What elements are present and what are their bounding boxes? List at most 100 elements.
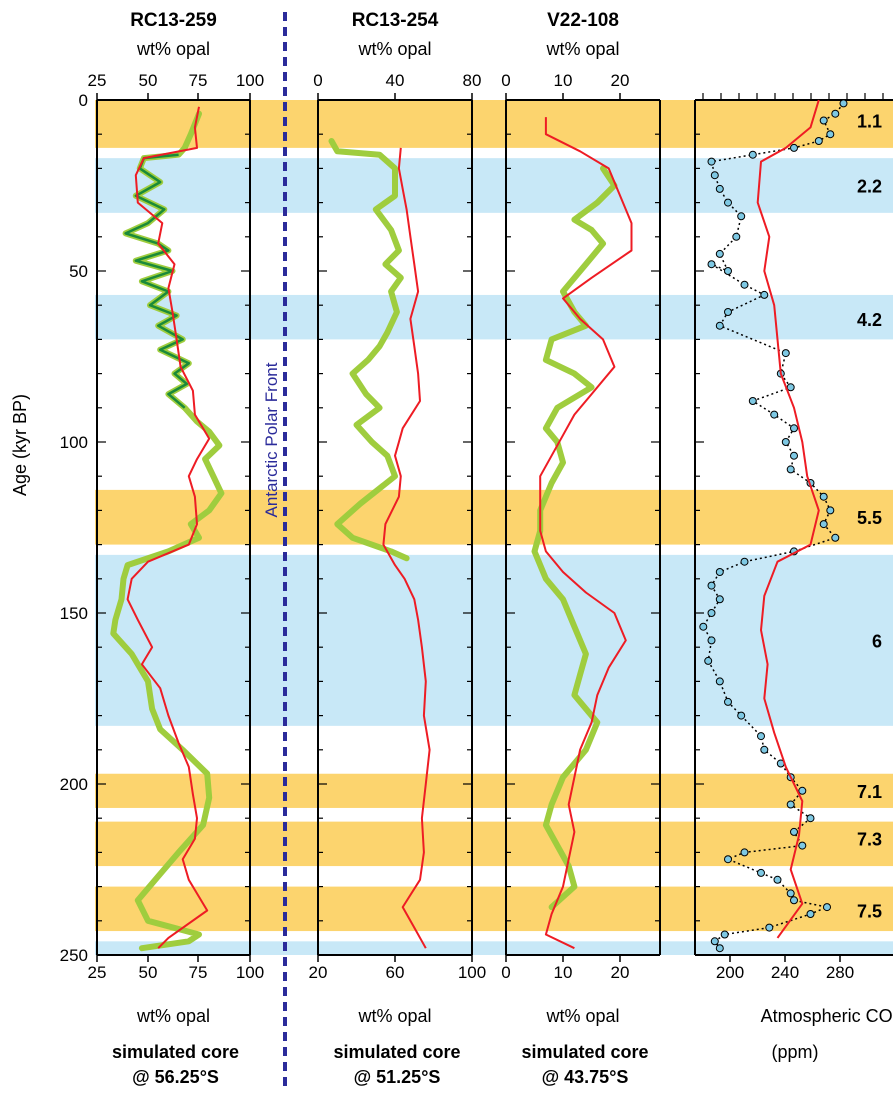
simulated-opal-line <box>382 147 431 949</box>
cold-stage-band <box>95 158 893 213</box>
co2-data-point <box>757 732 765 741</box>
co2-data-point <box>724 267 732 275</box>
co2-data-point <box>786 465 795 474</box>
warm-stage-band <box>95 489 893 545</box>
y-tick-label: 50 <box>69 262 88 281</box>
panel-4: 200 240 280 Atmospheric CO2 (ppm) 1.1 2.2 4.2 5.… <box>694 93 893 1062</box>
co2-data-point <box>760 290 769 299</box>
simulated-opal-line <box>539 117 633 950</box>
co2-data-point <box>831 109 840 118</box>
bottom-tick-label: 20 <box>611 963 630 982</box>
core-name: V22-108 <box>547 10 619 31</box>
co2-data-point <box>786 800 795 809</box>
co2-data-point <box>707 260 716 269</box>
co2-data-point <box>826 130 835 139</box>
co2-data-point <box>737 212 746 221</box>
co2-data-point <box>707 636 716 645</box>
co2-data-point <box>831 533 840 542</box>
co2-data-point <box>724 697 732 706</box>
co2-data-point <box>707 609 716 617</box>
cold-stage-band <box>95 941 893 955</box>
warm-stage-band <box>95 773 893 808</box>
bottom-axis-label: wt% opal <box>545 1006 619 1026</box>
top-axis-unit: wt% opal <box>545 39 619 59</box>
top-tick-label: 20 <box>611 71 630 90</box>
observed-opal-line <box>531 165 618 911</box>
co2-data-point <box>707 157 716 166</box>
footer-line-2: @ 43.75°S <box>542 1067 629 1087</box>
footer-line-1: simulated core <box>521 1042 648 1062</box>
co2-data-point <box>790 143 798 152</box>
co2-data-point <box>826 506 835 515</box>
stage-label: 6 <box>872 631 882 651</box>
footer-line-2: @ 56.25°S <box>132 1067 219 1087</box>
bottom-axis-unit: (ppm) <box>771 1042 818 1062</box>
bottom-axis-label: wt% opal <box>357 1006 431 1026</box>
co2-data-point <box>748 150 757 159</box>
co2-data-point <box>724 308 732 316</box>
co2-data-point <box>715 184 724 193</box>
stage-label: 1.1 <box>857 112 882 132</box>
y-tick-label: 0 <box>79 91 88 110</box>
co2-data-point <box>715 321 724 330</box>
co2-data-point <box>737 711 746 720</box>
bottom-tick-label: 240 <box>771 963 799 982</box>
top-tick-label: 0 <box>313 71 322 90</box>
co2-data-point <box>819 492 828 501</box>
co2-data-point <box>786 889 795 898</box>
co2-data-point <box>715 677 724 686</box>
co2-data-point <box>710 171 719 180</box>
simulated-opal-line <box>126 106 211 949</box>
core-name: RC13-259 <box>130 10 217 31</box>
top-tick-label: 75 <box>189 71 208 90</box>
top-tick-label: 0 <box>501 71 510 90</box>
y-tick-label: 200 <box>60 775 88 794</box>
co2-data-point <box>806 814 815 823</box>
co2-data-point <box>790 827 798 836</box>
panel-3: V22-108 wt% opal 0 10 20 0 10 20 wt% opal simulat… <box>501 10 661 1087</box>
co2-data-point <box>757 868 765 877</box>
observed-opal-line <box>328 138 410 562</box>
co2-data-point <box>790 451 798 460</box>
y-tick-label: 250 <box>60 946 88 965</box>
stage-label: 7.3 <box>857 830 882 850</box>
co2-data-point <box>732 232 741 241</box>
co2-data-point <box>790 896 798 905</box>
climate-stage-bands <box>95 100 893 955</box>
co2-data-point <box>740 848 749 857</box>
bottom-tick-label: 50 <box>139 963 158 982</box>
co2-data-point <box>740 557 749 566</box>
co2-data-point <box>715 568 724 576</box>
top-tick-label: 80 <box>463 71 482 90</box>
bottom-tick-label: 100 <box>236 963 264 982</box>
panel-2: RC13-254 wt% opal 0 40 80 20 60 100 wt% opal simu… <box>309 10 487 1087</box>
co2-data-point <box>798 841 807 850</box>
bottom-axis-label: wt% opal <box>136 1006 210 1026</box>
co2-data-point <box>786 383 795 392</box>
warm-stage-band <box>95 886 893 932</box>
co2-data-point <box>765 923 774 932</box>
panel-1: RC13-259 wt% opal 25 50 75 100 25 50 75 100 wt% op… <box>88 10 265 1087</box>
cold-stage-band <box>95 554 893 726</box>
co2-data-point <box>710 937 719 946</box>
stage-label: 2.2 <box>857 177 882 197</box>
bottom-tick-label: 75 <box>189 963 208 982</box>
bottom-tick-label: 280 <box>826 963 854 982</box>
antarctic-polar-front: Antarctic Polar Front <box>262 12 287 1090</box>
co2-data-point <box>819 116 828 125</box>
co2-data-point <box>724 855 732 864</box>
bottom-tick-label: 100 <box>458 963 486 982</box>
observed-opal-detail-line <box>124 153 191 409</box>
stage-label: 7.5 <box>857 902 882 922</box>
polar-front-label: Antarctic Polar Front <box>262 362 281 517</box>
co2-data-point <box>773 875 782 884</box>
co2-data-point <box>823 903 831 912</box>
co2-data-point <box>740 280 749 289</box>
co2-data-point <box>781 438 790 446</box>
co2-data-point <box>715 944 724 953</box>
top-axis-unit: wt% opal <box>136 39 210 59</box>
y-tick-label: 150 <box>60 604 88 623</box>
co2-data-point <box>770 410 779 419</box>
bottom-tick-label: 200 <box>716 963 744 982</box>
